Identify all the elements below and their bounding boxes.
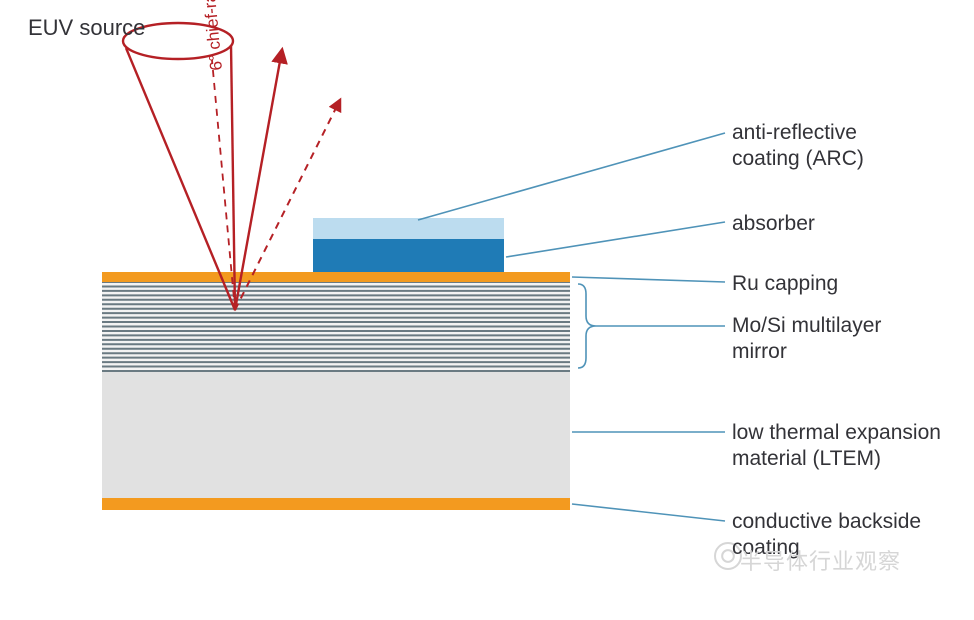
leader-arc: [418, 133, 725, 220]
multilayer-mirror: [102, 282, 570, 371]
multilayer-bracket: [578, 284, 596, 368]
multilayer-label: Mo/Si multilayermirror: [732, 313, 881, 366]
mask-stack: [102, 218, 570, 510]
leader-backside: [572, 504, 725, 521]
euv-beam: 6° chief-ray angle: [123, 0, 340, 310]
leader-absorber: [506, 222, 725, 257]
chief-ray-angle-label: 6° chief-ray angle: [195, 0, 226, 71]
conductive-backside-layer: [102, 498, 570, 510]
ltem-layer: [102, 371, 570, 498]
leader-ru: [572, 277, 725, 282]
ltem-label: low thermal expansionmaterial (LTEM): [732, 420, 941, 473]
ru-capping-label: Ru capping: [732, 271, 838, 297]
ru-capping-layer: [102, 272, 570, 282]
arc-layer: [313, 218, 504, 239]
watermark-text: 半导体行业观察: [740, 544, 901, 576]
arc-label: anti-reflectivecoating (ARC): [732, 120, 864, 173]
reflected-ray-solid: [235, 50, 282, 310]
absorber-label: absorber: [732, 211, 815, 237]
absorber-layer: [313, 239, 504, 272]
euv-source-label: EUV source: [28, 14, 145, 42]
